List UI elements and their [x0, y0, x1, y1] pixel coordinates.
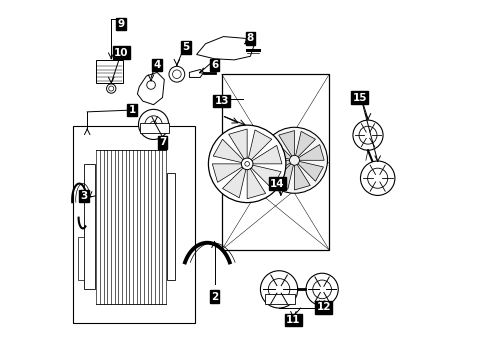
Bar — [266, 294, 295, 304]
Bar — [96, 60, 123, 83]
Polygon shape — [273, 160, 294, 189]
Circle shape — [290, 155, 299, 165]
Circle shape — [172, 70, 181, 78]
Circle shape — [147, 81, 155, 89]
Polygon shape — [137, 72, 164, 105]
Polygon shape — [247, 164, 266, 199]
Bar — [77, 237, 84, 280]
Polygon shape — [212, 164, 247, 182]
Polygon shape — [247, 145, 282, 164]
Bar — [140, 123, 170, 133]
Text: 3: 3 — [81, 191, 88, 201]
Circle shape — [139, 109, 169, 139]
Circle shape — [109, 86, 114, 91]
Circle shape — [368, 168, 388, 188]
Circle shape — [269, 279, 290, 300]
Polygon shape — [247, 130, 272, 164]
Polygon shape — [294, 145, 324, 160]
Circle shape — [359, 126, 377, 144]
Polygon shape — [213, 139, 247, 164]
Polygon shape — [190, 69, 204, 77]
Circle shape — [208, 125, 286, 203]
Text: 6: 6 — [211, 60, 218, 70]
Text: 5: 5 — [182, 42, 190, 52]
Polygon shape — [294, 160, 310, 190]
Text: 7: 7 — [159, 138, 166, 147]
Polygon shape — [294, 160, 323, 181]
Text: 14: 14 — [270, 179, 285, 189]
Text: 11: 11 — [286, 315, 301, 325]
Text: 15: 15 — [352, 93, 367, 103]
Circle shape — [150, 121, 157, 128]
Text: 8: 8 — [247, 33, 254, 43]
Text: 2: 2 — [211, 292, 218, 302]
Polygon shape — [279, 131, 294, 160]
Polygon shape — [222, 164, 247, 198]
Circle shape — [242, 158, 253, 170]
Polygon shape — [196, 37, 254, 60]
Polygon shape — [229, 129, 247, 164]
Bar — [84, 164, 95, 289]
Circle shape — [262, 127, 327, 193]
Circle shape — [361, 161, 395, 195]
Circle shape — [107, 84, 116, 93]
Text: 13: 13 — [215, 96, 229, 106]
Text: 1: 1 — [128, 105, 136, 115]
Circle shape — [353, 120, 383, 150]
Circle shape — [313, 280, 331, 299]
Text: 4: 4 — [153, 60, 161, 70]
Circle shape — [245, 162, 249, 166]
Circle shape — [169, 66, 185, 82]
Polygon shape — [294, 131, 316, 160]
Circle shape — [145, 116, 162, 133]
Polygon shape — [247, 164, 281, 189]
Bar — [73, 126, 195, 323]
Text: 12: 12 — [317, 302, 331, 312]
Circle shape — [306, 273, 338, 306]
Bar — [221, 74, 329, 250]
Polygon shape — [266, 139, 294, 160]
Text: 10: 10 — [114, 48, 128, 58]
Bar — [167, 173, 175, 280]
Text: 9: 9 — [118, 19, 125, 29]
Polygon shape — [265, 160, 294, 176]
Circle shape — [260, 271, 298, 308]
